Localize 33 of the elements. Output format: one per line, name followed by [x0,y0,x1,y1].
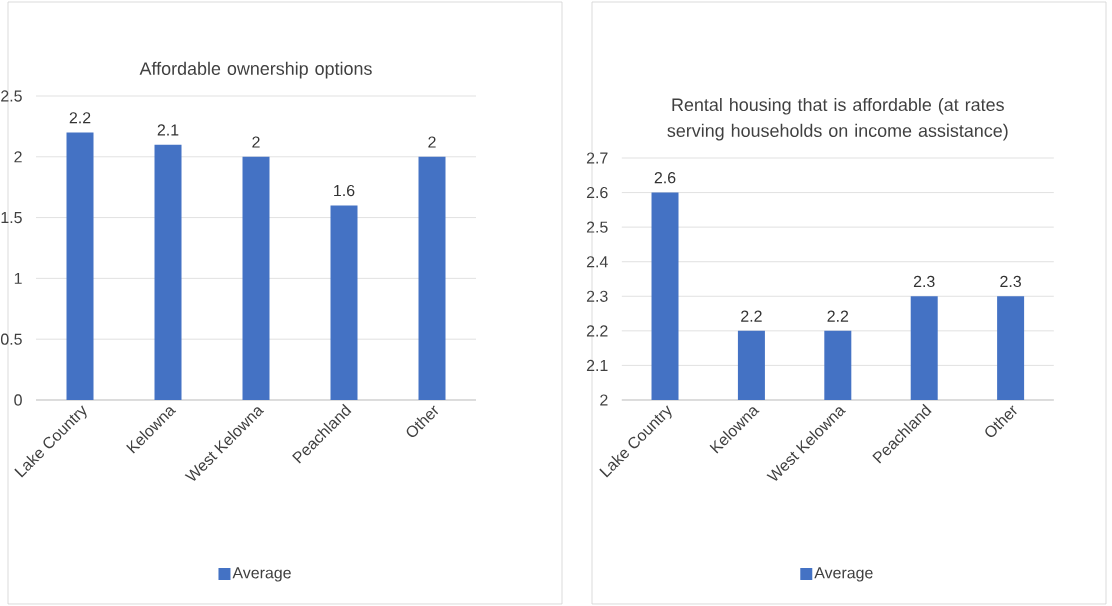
data-label: 2.3 [1000,275,1021,288]
data-label: 2.2 [69,112,91,124]
chart-title: Rental housing that is affordable (at rates serving households on income assistance) [667,97,1008,141]
data-label: 2 [252,136,260,148]
y-tick-label: 0.5 [0,333,22,345]
legend-label: Average [814,567,873,582]
y-tick-label: 2 [600,394,608,406]
y-tick-label: 2.1 [586,359,608,371]
y-tick-label: 2.2 [586,325,608,337]
y-tick-label: 2.7 [586,152,608,164]
data-label: 2.2 [741,310,762,322]
data-label: 2.1 [157,124,179,136]
y-tick-label: 2.3 [586,290,608,302]
chart-title: Affordable ownership options [139,61,372,79]
legend-label: Average [232,567,291,582]
y-tick-label: 1 [14,272,22,284]
data-label: 2.6 [654,172,676,184]
y-tick-label: 2 [14,151,22,163]
bar [66,132,94,400]
bar [154,144,182,400]
y-tick-label: 1.5 [1,212,22,224]
bar [330,205,358,400]
data-label: 2.2 [827,310,849,322]
data-label: 2.3 [913,275,935,288]
y-tick-label: 2.6 [586,186,608,199]
y-tick-label: 0 [14,394,22,406]
bar [418,156,446,400]
y-tick-label: 2.5 [1,90,22,102]
data-label: 1.6 [334,184,355,197]
bar [242,156,270,400]
data-label: 2 [428,136,436,148]
y-tick-label: 2.4 [586,256,608,268]
y-tick-label: 2.5 [586,221,608,233]
